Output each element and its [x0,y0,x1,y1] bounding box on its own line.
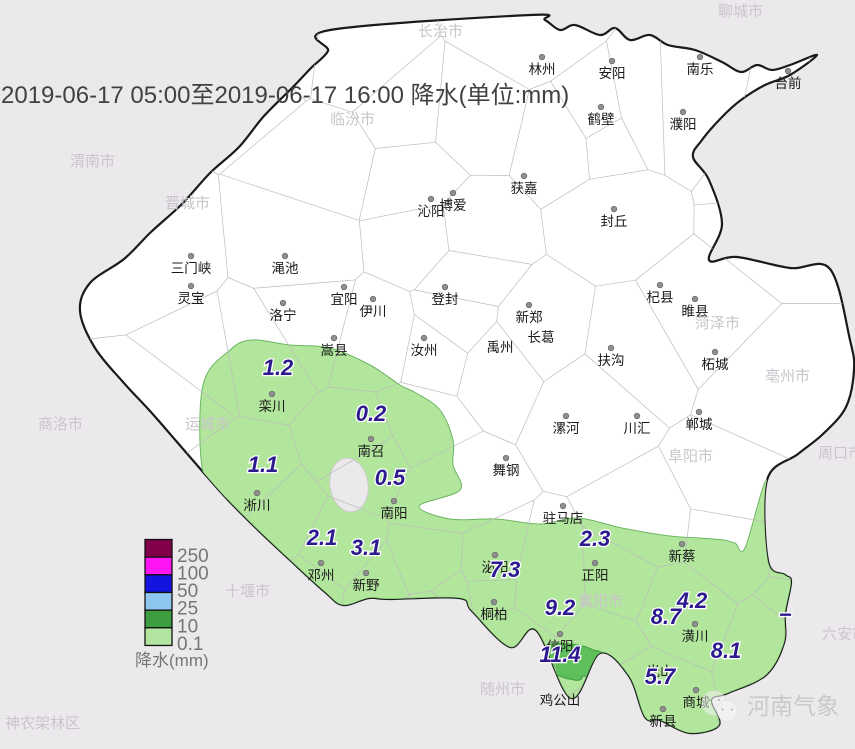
svg-text:嵩县: 嵩县 [321,343,348,358]
svg-text:获嘉: 获嘉 [511,181,538,196]
svg-text:新蔡: 新蔡 [669,549,696,564]
svg-text:降水(mm): 降水(mm) [135,651,209,670]
svg-text:登封: 登封 [432,292,459,307]
svg-text:鹤壁: 鹤壁 [588,112,615,127]
svg-text:漯河: 漯河 [553,421,581,436]
svg-text:0.2: 0.2 [356,401,387,426]
svg-text:宜阳: 宜阳 [331,292,358,307]
svg-text:0.5: 0.5 [375,465,406,490]
svg-text:南召: 南召 [358,444,385,459]
svg-text:1.1: 1.1 [248,452,279,477]
svg-text:9.2: 9.2 [545,595,576,620]
svg-text:新县: 新县 [650,714,677,729]
svg-text:安阳: 安阳 [599,66,626,81]
svg-text:灵宝: 灵宝 [178,291,205,306]
svg-text:潢川: 潢川 [682,629,709,644]
svg-text:5.7: 5.7 [645,664,677,689]
svg-text:川汇: 川汇 [624,421,651,436]
svg-text:淅川: 淅川 [244,498,271,513]
svg-text:长葛: 长葛 [528,330,555,345]
svg-text:封丘: 封丘 [601,214,628,229]
svg-text:鸡公山: 鸡公山 [540,692,581,708]
svg-text:驻马店: 驻马店 [543,511,584,526]
svg-text:南乐: 南乐 [687,62,714,77]
svg-text:邓州: 邓州 [308,568,335,583]
svg-text:8.1: 8.1 [711,638,742,663]
svg-text:新野: 新野 [353,578,380,593]
svg-text:1.2: 1.2 [263,355,294,380]
svg-text:桐柏: 桐柏 [481,607,508,622]
svg-text:杞县: 杞县 [647,290,674,305]
svg-text:2.3: 2.3 [579,526,611,551]
svg-text:洛宁: 洛宁 [270,307,297,323]
svg-text:栾川: 栾川 [259,398,286,414]
svg-text:正阳: 正阳 [582,568,609,583]
svg-text:新郑: 新郑 [516,310,544,325]
svg-text:−: − [779,602,792,627]
svg-text:南阳: 南阳 [381,506,408,521]
svg-text:舞钢: 舞钢 [493,463,520,478]
svg-text:河南气象: 河南气象 [747,693,839,719]
svg-text:博爱: 博爱 [440,197,467,213]
svg-text:伊川: 伊川 [360,304,387,319]
svg-text:2.1: 2.1 [306,525,338,550]
svg-text:柘城: 柘城 [702,357,730,372]
svg-text:渑池: 渑池 [272,261,299,276]
svg-text:郸城: 郸城 [686,417,714,432]
svg-text:濮阳: 濮阳 [670,117,697,132]
svg-text:禹州: 禹州 [487,340,514,355]
svg-text:扶沟: 扶沟 [598,353,625,368]
svg-text:8.7: 8.7 [651,604,683,629]
svg-text:7.3: 7.3 [490,557,521,582]
svg-text:台前: 台前 [775,75,802,91]
svg-text:11.4: 11.4 [539,642,580,667]
svg-text:三门峡: 三门峡 [171,261,212,276]
svg-text:汝州: 汝州 [411,343,438,358]
svg-text:3.1: 3.1 [351,535,382,560]
